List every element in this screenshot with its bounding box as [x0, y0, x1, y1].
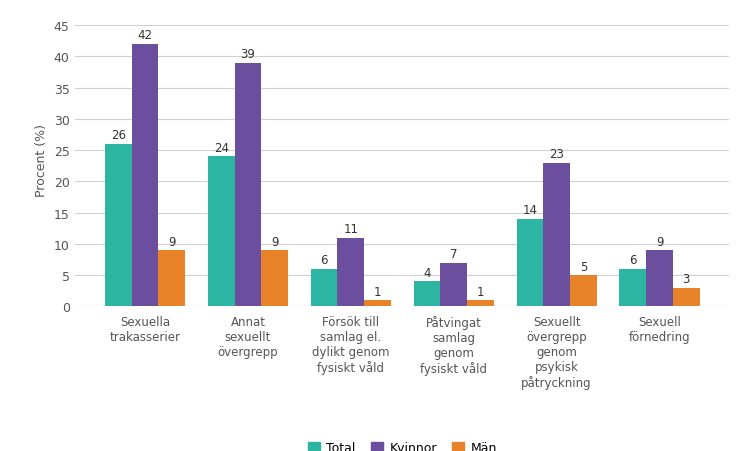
Text: 6: 6	[629, 254, 636, 267]
Bar	[441, 263, 467, 307]
Bar	[673, 288, 699, 307]
Bar	[338, 238, 364, 307]
Text: 11: 11	[344, 223, 359, 235]
Text: 9: 9	[168, 235, 175, 248]
Text: 9: 9	[271, 235, 278, 248]
Text: 9: 9	[656, 235, 663, 248]
Bar	[517, 219, 543, 307]
Bar	[159, 251, 185, 307]
Text: 39: 39	[241, 48, 256, 61]
Text: 23: 23	[549, 148, 564, 161]
Bar	[105, 144, 132, 307]
Bar	[543, 163, 570, 307]
Text: 42: 42	[138, 29, 153, 42]
Bar	[132, 45, 159, 307]
Text: 4: 4	[423, 266, 431, 279]
Bar	[311, 269, 338, 307]
Bar	[262, 251, 288, 307]
Bar	[570, 276, 597, 307]
Text: 6: 6	[320, 254, 328, 267]
Bar	[235, 64, 262, 307]
Bar	[208, 157, 235, 307]
Bar	[364, 300, 391, 307]
Text: 1: 1	[374, 285, 381, 298]
Y-axis label: Procent (%): Procent (%)	[35, 124, 48, 197]
Text: 3: 3	[683, 272, 690, 285]
Text: 14: 14	[523, 204, 538, 217]
Text: 7: 7	[450, 248, 457, 261]
Text: 24: 24	[214, 142, 229, 155]
Text: 26: 26	[111, 129, 126, 142]
Bar	[620, 269, 646, 307]
Bar	[414, 282, 441, 307]
Legend: Total, Kvinnor, Män: Total, Kvinnor, Män	[302, 436, 502, 451]
Bar	[467, 300, 494, 307]
Bar	[646, 251, 673, 307]
Text: 1: 1	[477, 285, 484, 298]
Text: 5: 5	[580, 260, 587, 273]
